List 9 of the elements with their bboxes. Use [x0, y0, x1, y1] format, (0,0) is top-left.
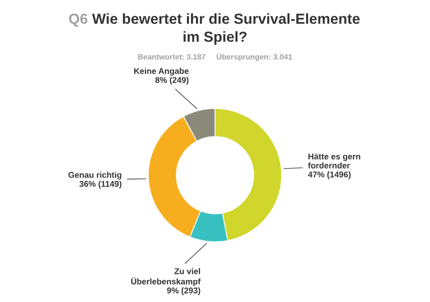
data-label: 9% (293): [167, 287, 200, 296]
data-label: 8% (249): [155, 76, 188, 85]
chart-title: Q6 Wie bewertet ihr die Survival-Elemente im Spiel?: [69, 13, 360, 45]
slice-label: Genau richtig: [68, 172, 122, 180]
data-label: 47% (1496): [308, 171, 351, 180]
slice-label: Hätte es gern fordernder: [308, 154, 360, 168]
data-label: 36% (1149): [79, 180, 122, 188]
slice-label: Keine Angabe: [134, 68, 189, 76]
slice-label: Zu viel Überlebenskampf: [131, 268, 201, 286]
